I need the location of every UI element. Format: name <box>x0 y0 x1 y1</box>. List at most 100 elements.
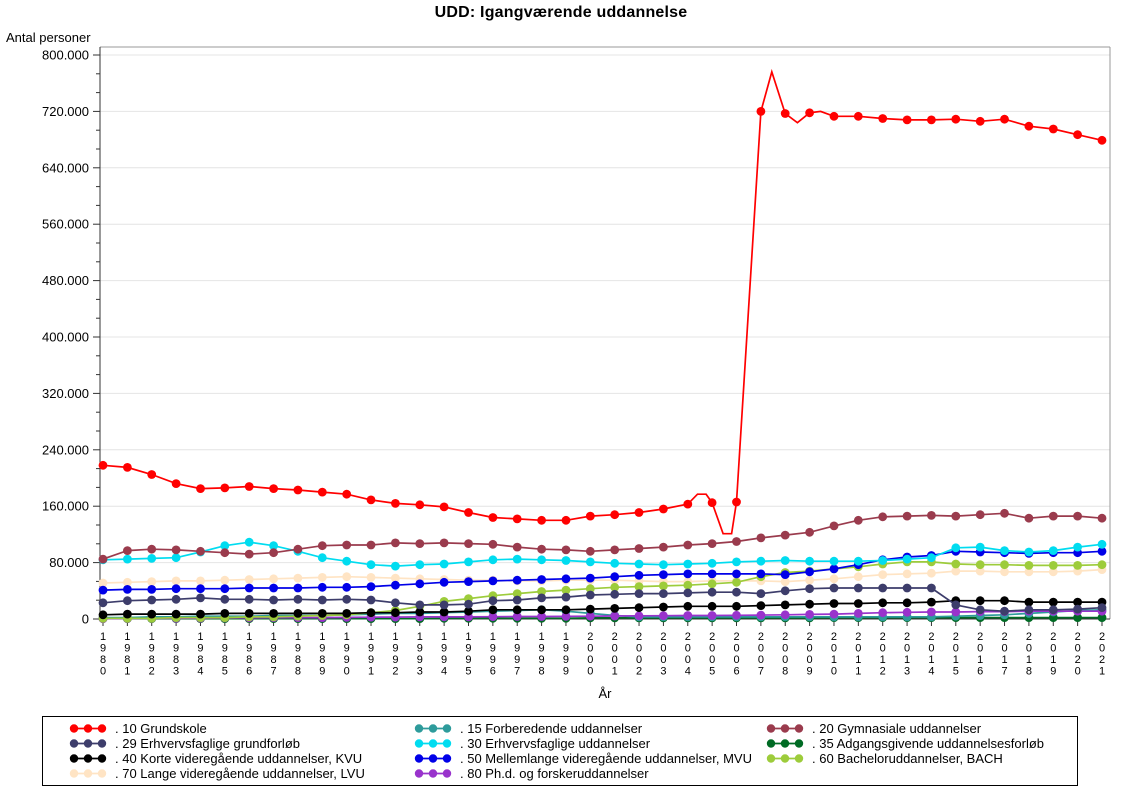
legend-item-mvu: . 50 Mellemlange videregående uddannelse… <box>414 751 766 766</box>
series-marker-grundforlob <box>1097 603 1107 613</box>
legend-item-adgangsgivende: . 35 Adgangsgivende uddannelsesforløb <box>766 736 1071 751</box>
series-marker-lvu <box>927 568 936 578</box>
series-marker-erhvervsudd <box>439 559 449 569</box>
series-marker-grundskole <box>683 499 693 509</box>
series-marker-gymnasiale <box>1024 513 1034 523</box>
series-marker-erhvervsudd <box>244 537 254 547</box>
series-marker-grundskole <box>927 115 936 125</box>
series-marker-phd <box>927 607 936 617</box>
series-marker-kvu <box>780 600 790 610</box>
series-marker-grundskole <box>196 484 205 493</box>
series-marker-lvu <box>805 575 814 585</box>
series-marker-mvu <box>123 585 132 594</box>
legend-item-kvu: . 40 Korte videregående uddannelser, KVU <box>69 751 414 766</box>
series-marker-erhvervsudd <box>683 559 693 569</box>
series-marker-erhvervsudd <box>1000 546 1009 555</box>
series-marker-gymnasiale <box>269 548 278 558</box>
series-marker-grundskole <box>98 460 108 470</box>
series-marker-phd <box>805 610 814 619</box>
legend-marker-lvu <box>69 769 107 778</box>
series-marker-gymnasiale <box>634 544 644 553</box>
series-marker-grundskole <box>1000 114 1009 124</box>
series-marker-lvu <box>878 570 888 579</box>
series-marker-grundskole <box>707 498 717 508</box>
series-marker-grundskole <box>220 483 230 493</box>
series-marker-erhvervsudd <box>659 560 668 570</box>
series-marker-phd <box>683 611 693 620</box>
series-marker-gymnasiale <box>244 549 254 559</box>
series-marker-mvu <box>488 576 498 586</box>
series-marker-gymnasiale <box>829 521 839 531</box>
series-marker-lvu <box>269 574 278 584</box>
series-marker-grundforlob <box>391 598 400 608</box>
series-marker-mvu <box>1097 546 1107 556</box>
series-marker-gymnasiale <box>488 539 498 549</box>
series-marker-bach <box>537 587 546 596</box>
series-marker-erhvervsudd <box>1048 546 1058 555</box>
series-marker-grundskole <box>293 485 303 495</box>
y-tick-label: 800.000 <box>42 48 89 63</box>
series-marker-kvu <box>220 609 230 618</box>
series-marker-phd <box>732 610 741 620</box>
series-marker-kvu <box>1024 597 1034 607</box>
series-marker-grundforlob <box>293 594 303 604</box>
series-marker-grundforlob <box>561 592 571 602</box>
series-marker-lvu <box>975 566 985 576</box>
series-marker-bach <box>634 582 644 591</box>
series-marker-mvu <box>98 585 108 595</box>
series-marker-phd <box>659 611 668 621</box>
legend-label-bach: . 60 Bacheloruddannelser, BACH <box>812 751 1003 766</box>
legend-label-phd: . 80 Ph.d. og forskeruddannelser <box>460 766 649 781</box>
series-marker-kvu <box>683 601 693 611</box>
series-marker-lvu <box>147 577 157 586</box>
y-tick-label: 240.000 <box>42 442 89 457</box>
series-marker-kvu <box>293 609 303 618</box>
series-marker-mvu <box>756 569 766 579</box>
legend-label-kvu: . 40 Korte videregående uddannelser, KVU <box>115 751 363 766</box>
series-marker-grundforlob <box>683 588 693 598</box>
series-marker-lvu <box>902 569 912 579</box>
series-marker-gymnasiale <box>1000 508 1009 518</box>
legend-item-erhvervsudd: . 30 Erhvervsfaglige uddannelser <box>414 736 766 751</box>
series-marker-mvu <box>244 583 254 593</box>
series-marker-mvu <box>829 564 839 574</box>
series-marker-gymnasiale <box>707 539 717 548</box>
legend-item-forberedende: . 15 Forberedende uddannelser <box>414 721 766 736</box>
series-marker-lvu <box>98 578 108 588</box>
series-marker-lvu <box>342 572 352 582</box>
series-marker-lvu <box>123 577 132 587</box>
series-marker-grundskole <box>488 513 498 522</box>
series-marker-lvu <box>853 572 863 582</box>
series-marker-phd <box>707 611 717 620</box>
series-marker-kvu <box>391 608 400 618</box>
series-marker-gymnasiale <box>610 545 620 555</box>
series-marker-bach <box>707 579 717 589</box>
series-marker-grundskole <box>756 107 766 116</box>
legend-label-forberedende: . 15 Forberedende uddannelser <box>460 721 643 736</box>
series-marker-grundforlob <box>634 589 644 598</box>
legend-item-gymnasiale: . 20 Gymnasiale uddannelser <box>766 721 1071 736</box>
series-marker-grundskole <box>585 511 595 521</box>
legend-marker-erhvervsudd <box>414 739 452 748</box>
series-marker-erhvervsudd <box>317 553 327 563</box>
series-marker-gymnasiale <box>683 540 693 550</box>
series-marker-grundskole <box>659 504 668 514</box>
series-marker-erhvervsudd <box>171 553 181 563</box>
series-marker-mvu <box>439 577 449 587</box>
series-marker-erhvervsudd <box>147 554 157 563</box>
series-marker-grundforlob <box>342 594 352 604</box>
series-marker-gymnasiale <box>805 527 814 537</box>
series-marker-grundforlob <box>975 605 985 615</box>
series-marker-grundforlob <box>98 598 108 608</box>
series-marker-grundskole <box>610 510 620 520</box>
